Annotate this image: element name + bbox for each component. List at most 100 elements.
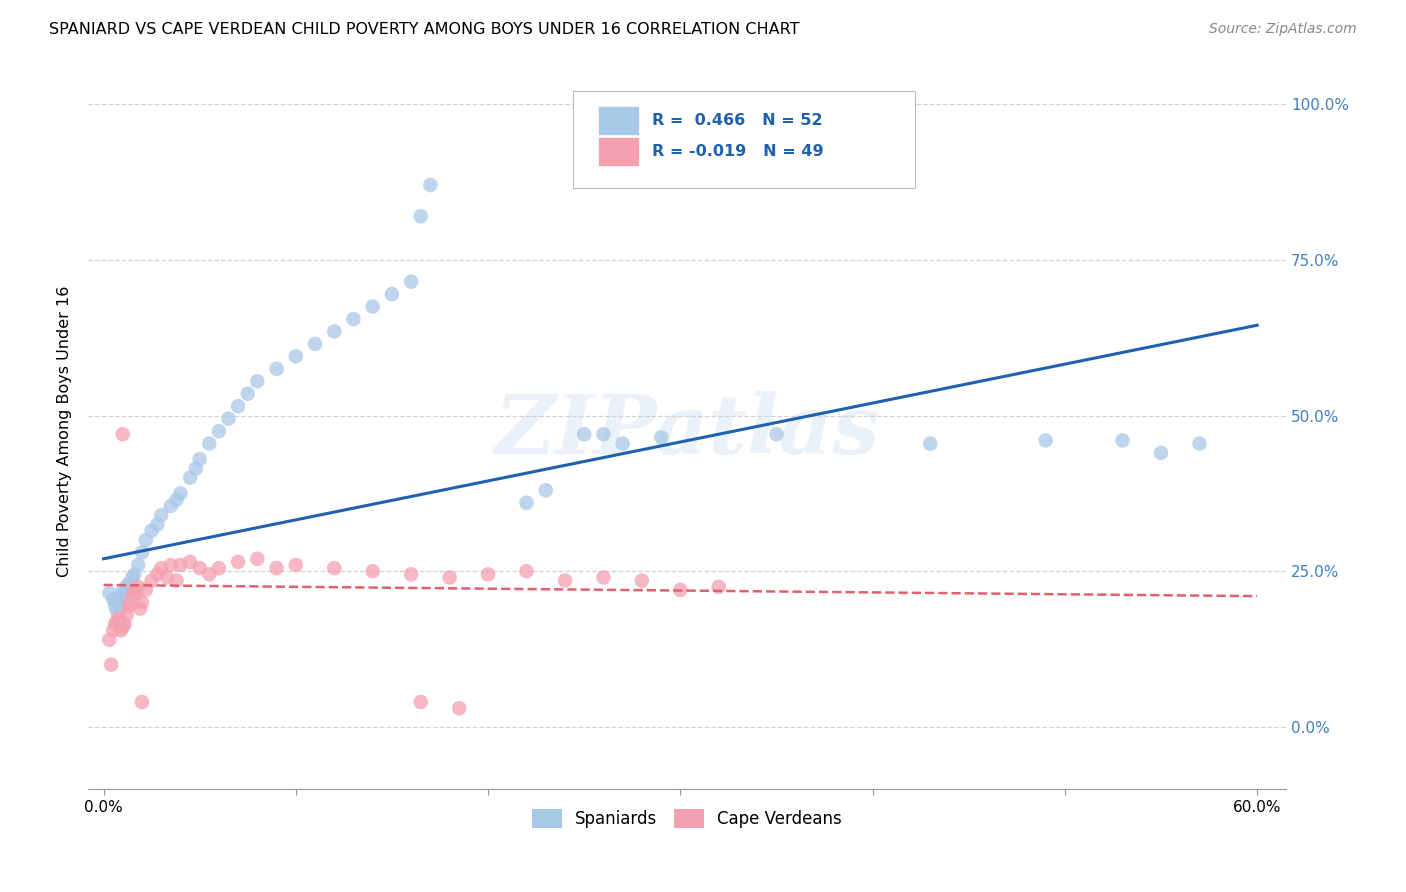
Cape Verdeans [141,574,163,588]
Spaniards [98,586,121,600]
Spaniards [208,424,231,438]
Cape Verdeans [169,558,191,572]
Spaniards [612,436,634,450]
Spaniards [146,517,169,532]
FancyBboxPatch shape [599,106,640,135]
Cape Verdeans [198,567,221,582]
Spaniards [1188,436,1211,450]
Cape Verdeans [127,580,149,594]
Cape Verdeans [131,695,153,709]
Spaniards [409,209,432,223]
Cape Verdeans [110,624,132,638]
Spaniards [1111,434,1133,448]
FancyBboxPatch shape [574,91,915,187]
Spaniards [266,361,288,376]
Cape Verdeans [121,589,143,603]
Cape Verdeans [554,574,576,588]
Spaniards [361,300,384,314]
Cape Verdeans [129,601,152,615]
Spaniards [323,325,346,339]
Text: Source: ZipAtlas.com: Source: ZipAtlas.com [1209,22,1357,37]
Spaniards [419,178,441,192]
Spaniards [188,452,211,467]
Cape Verdeans [146,567,169,582]
Spaniards [121,570,143,584]
Spaniards [574,427,596,442]
Spaniards [920,436,942,450]
Cape Verdeans [246,551,269,566]
Spaniards [515,496,537,510]
Cape Verdeans [125,586,148,600]
Cape Verdeans [631,574,654,588]
Cape Verdeans [284,558,307,572]
Cape Verdeans [477,567,499,582]
Spaniards [198,436,221,450]
Spaniards [592,427,614,442]
Spaniards [342,312,364,326]
Spaniards [304,337,326,351]
Legend: Spaniards, Cape Verdeans: Spaniards, Cape Verdeans [526,802,849,835]
Spaniards [169,486,191,500]
Spaniards [131,545,153,559]
Text: R = -0.019   N = 49: R = -0.019 N = 49 [652,145,824,160]
Spaniards [101,592,124,607]
Cape Verdeans [98,632,121,647]
Text: R =  0.466   N = 52: R = 0.466 N = 52 [652,112,823,128]
Cape Verdeans [669,582,692,597]
Spaniards [127,558,149,572]
Cape Verdeans [409,695,432,709]
Spaniards [108,595,131,609]
Spaniards [135,533,157,547]
Text: ZIPatlas: ZIPatlas [495,391,880,471]
Spaniards [114,586,136,600]
FancyBboxPatch shape [599,137,640,166]
Cape Verdeans [361,564,384,578]
Text: SPANIARD VS CAPE VERDEAN CHILD POVERTY AMONG BOYS UNDER 16 CORRELATION CHART: SPANIARD VS CAPE VERDEAN CHILD POVERTY A… [49,22,800,37]
Spaniards [110,589,132,603]
Cape Verdeans [156,570,179,584]
Cape Verdeans [108,611,131,625]
Cape Verdeans [179,555,201,569]
Cape Verdeans [707,580,730,594]
Spaniards [218,411,240,425]
Spaniards [765,427,787,442]
Cape Verdeans [188,561,211,575]
Spaniards [534,483,557,498]
Cape Verdeans [439,570,461,584]
Cape Verdeans [100,657,122,672]
Cape Verdeans [104,617,127,632]
Cape Verdeans [105,614,128,628]
Cape Verdeans [449,701,471,715]
Spaniards [284,350,307,364]
Cape Verdeans [135,582,157,597]
Spaniards [115,580,138,594]
Y-axis label: Child Poverty Among Boys Under 16: Child Poverty Among Boys Under 16 [58,285,72,577]
Spaniards [236,386,259,401]
Spaniards [226,399,249,413]
Cape Verdeans [114,617,136,632]
Spaniards [104,599,127,613]
Cape Verdeans [323,561,346,575]
Spaniards [184,461,207,475]
Cape Verdeans [166,574,188,588]
Spaniards [381,287,404,301]
Spaniards [1035,434,1057,448]
Cape Verdeans [266,561,288,575]
Cape Verdeans [124,582,146,597]
Spaniards [141,524,163,538]
Cape Verdeans [159,558,181,572]
Cape Verdeans [208,561,231,575]
Spaniards [111,582,134,597]
Spaniards [159,499,181,513]
Spaniards [650,430,672,444]
Cape Verdeans [101,624,124,638]
Cape Verdeans [592,570,614,584]
Cape Verdeans [115,607,138,622]
Spaniards [179,471,201,485]
Cape Verdeans [117,599,139,613]
Cape Verdeans [120,599,142,613]
Cape Verdeans [226,555,249,569]
Spaniards [246,374,269,388]
Spaniards [105,605,128,619]
Spaniards [1150,446,1173,460]
